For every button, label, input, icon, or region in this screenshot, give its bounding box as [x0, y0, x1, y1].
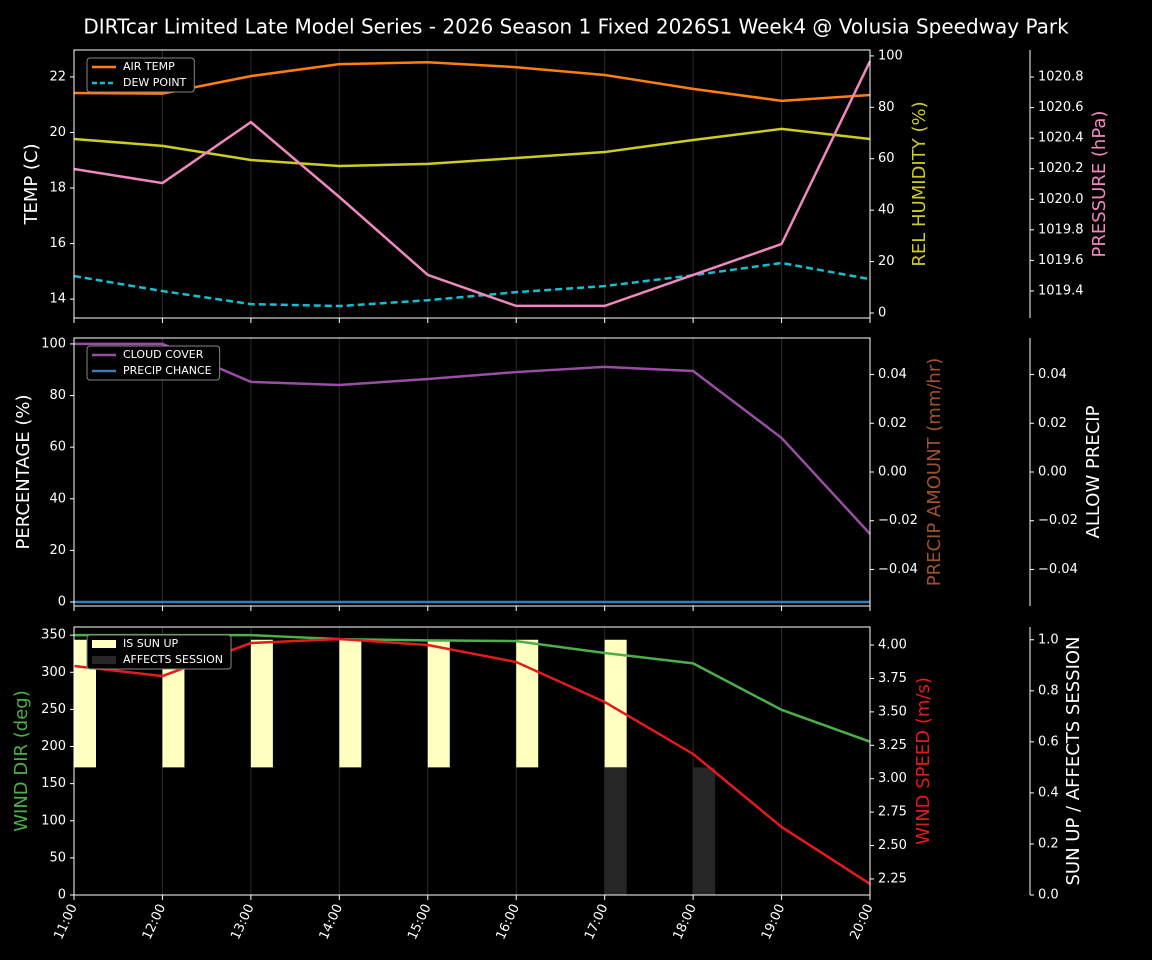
y-tick-label: 50 [49, 850, 66, 865]
legend: IS SUN UP AFFECTS SESSION [86, 634, 232, 670]
y3-axis-label: SUN UP / AFFECTS SESSION [1063, 636, 1084, 885]
y3-tick-label: 1020.0 [1038, 192, 1084, 207]
y2-axis-label: PRECIP AMOUNT (mm/hr) [924, 358, 945, 587]
legend: CLOUD COVER PRECIP CHANCE [86, 345, 221, 381]
y-tick-label: 20 [49, 543, 66, 558]
y3-tick-label: −0.02 [1038, 513, 1078, 528]
y2-tick-label: 20 [878, 254, 895, 269]
y-axis-label: PERCENTAGE (%) [13, 394, 34, 549]
legend-box [86, 634, 232, 670]
legend-label: CLOUD COVER [123, 348, 204, 361]
bar [516, 639, 539, 768]
y3-tick-label: 0.04 [1038, 367, 1067, 382]
y2-tick-label: 3.75 [878, 671, 907, 686]
y-axis-label: TEMP (C) [21, 143, 42, 225]
legend-label: AFFECTS SESSION [123, 653, 223, 666]
y3-tick-label: 0.2 [1038, 836, 1059, 851]
chart-title: DIRTcar Limited Late Model Series - 2026… [83, 15, 1069, 39]
y2-tick-label: 60 [878, 151, 895, 166]
y-tick-label: 300 [41, 665, 66, 680]
bar [604, 767, 627, 895]
y2-tick-label: 3.25 [878, 738, 907, 753]
series-line [73, 60, 872, 308]
y-tick-label: 100 [41, 813, 66, 828]
y-tick-label: 80 [49, 388, 66, 403]
bar [693, 767, 716, 895]
y2-tick-label: −0.02 [878, 513, 918, 528]
y-tick-label: 100 [41, 336, 66, 351]
y-tick-label: 350 [41, 628, 66, 643]
y2-tick-label: 100 [878, 48, 903, 63]
y3-tick-label: 1020.4 [1038, 131, 1084, 146]
plot-frame [73, 626, 871, 896]
y3-axis-label: PRESSURE (hPa) [1089, 111, 1110, 258]
y2-tick-label: 2.50 [878, 838, 907, 853]
y2-tick-label: 3.00 [878, 771, 907, 786]
legend-label: PRECIP CHANCE [123, 364, 212, 377]
y3-tick-label: 1019.6 [1038, 253, 1084, 268]
y3-tick-label: 1.0 [1038, 632, 1059, 647]
bar [427, 639, 450, 768]
y3-tick-label: 0.0 [1038, 888, 1059, 903]
y2-tick-label: −0.04 [878, 562, 918, 577]
y3-tick-label: 0.02 [1038, 416, 1067, 431]
y3-tick-label: 1020.2 [1038, 161, 1084, 176]
y-tick-label: 200 [41, 739, 66, 754]
legend-swatch [92, 656, 116, 664]
y3-tick-label: 1019.4 [1038, 283, 1084, 298]
y3-tick-label: 0.8 [1038, 683, 1059, 698]
legend-label: AIR TEMP [123, 60, 175, 73]
legend-swatch [92, 640, 116, 648]
y-tick-label: 250 [41, 702, 66, 717]
y2-tick-label: 0.02 [878, 416, 907, 431]
y3-tick-label: −0.04 [1038, 562, 1078, 577]
bar [339, 639, 362, 768]
y3-tick-label: 1020.6 [1038, 100, 1084, 115]
y-tick-label: 20 [49, 125, 66, 140]
y2-tick-label: 0 [878, 305, 886, 320]
y-axis-label: WIND DIR (deg) [11, 690, 32, 832]
y-tick-label: 16 [49, 236, 66, 251]
y2-axis-label: WIND SPEED (m/s) [913, 677, 934, 845]
y3-tick-label: 1019.8 [1038, 222, 1084, 237]
y-tick-label: 0 [58, 888, 66, 903]
plot-frame [73, 49, 871, 319]
y-tick-label: 22 [49, 69, 66, 84]
y3-tick-label: 1020.8 [1038, 70, 1084, 85]
legend-label: DEW POINT [123, 76, 187, 89]
y3-tick-label: 0.6 [1038, 734, 1059, 749]
y2-tick-label: 2.25 [878, 871, 907, 886]
series-line [73, 261, 871, 308]
y2-axis-label: REL HUMIDITY (%) [909, 101, 930, 266]
y-tick-label: 0 [58, 595, 66, 610]
bar [74, 639, 96, 768]
plot-frame [73, 337, 871, 607]
y-tick-label: 150 [41, 776, 66, 791]
y3-tick-label: 0.00 [1038, 465, 1067, 480]
y-tick-label: 60 [49, 440, 66, 455]
y2-tick-label: 80 [878, 100, 895, 115]
bar [162, 639, 185, 768]
y-tick-label: 14 [49, 292, 66, 307]
y-tick-label: 40 [49, 491, 66, 506]
y2-tick-label: 0.04 [878, 367, 907, 382]
bar [604, 639, 627, 768]
y2-tick-label: 2.75 [878, 805, 907, 820]
y2-tick-label: 4.00 [878, 638, 907, 653]
y2-tick-label: 3.50 [878, 704, 907, 719]
legend: AIR TEMP DEW POINT [86, 57, 195, 93]
y-tick-label: 18 [49, 181, 66, 196]
legend-box [86, 345, 221, 381]
legend-label: IS SUN UP [123, 637, 179, 650]
y2-tick-label: 40 [878, 203, 895, 218]
bar [250, 639, 273, 768]
series-line [73, 60, 871, 103]
y3-axis-label: ALLOW PRECIP [1083, 405, 1104, 538]
y2-tick-label: 0.00 [878, 465, 907, 480]
y3-tick-label: 0.4 [1038, 785, 1059, 800]
